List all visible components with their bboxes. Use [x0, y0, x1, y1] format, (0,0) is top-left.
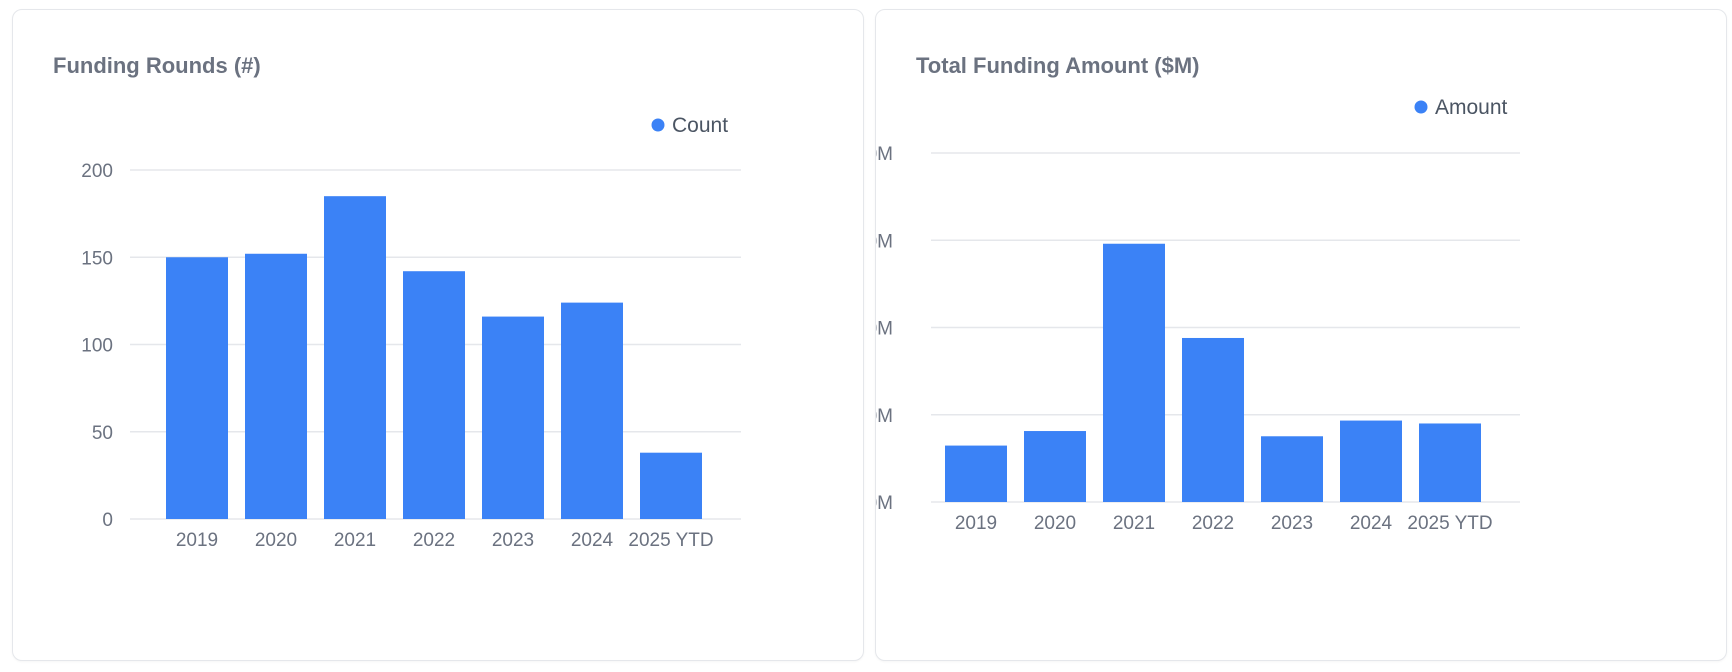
amount-bar-2025-ytd[interactable]	[1419, 423, 1481, 502]
amount-y-tick-label: $3,000M	[876, 319, 893, 340]
rounds-y-tick-label: 150	[81, 248, 113, 269]
rounds-bar-2022[interactable]	[403, 271, 465, 519]
rounds-x-tick-label: 2022	[413, 530, 455, 551]
amount-bar-2022[interactable]	[1182, 337, 1244, 502]
amount-legend-dot	[1414, 100, 1428, 114]
amount-legend-label[interactable]: Amount	[1435, 96, 1508, 119]
total-funding-chart: $0M $1,500M $3,000M $4,500M $6,000M 2019 2020 2…	[876, 96, 1520, 534]
amount-x-tick-label: 2021	[1113, 513, 1155, 534]
amount-y-tick-label: $1,500M	[876, 406, 893, 427]
rounds-x-tick-label: 2023	[492, 530, 534, 551]
total-funding-card: Total Funding Amount ($M) $0M $1,500M $3,0…	[875, 9, 1727, 661]
rounds-bar-2024[interactable]	[561, 302, 623, 519]
rounds-bar-2020[interactable]	[245, 253, 307, 519]
rounds-bar-2019[interactable]	[166, 257, 228, 519]
amount-y-tick-label: $0M	[876, 493, 893, 514]
amount-bar-2023[interactable]	[1261, 436, 1323, 502]
amount-y-tick-label: $4,500M	[876, 231, 893, 252]
amount-x-tick-label: 2019	[955, 513, 997, 534]
amount-x-tick-label: 2020	[1034, 513, 1076, 534]
rounds-x-tick-label: 2019	[176, 530, 218, 551]
rounds-x-tick-label: 2020	[255, 530, 297, 551]
amount-x-tick-label: 2024	[1350, 513, 1393, 534]
total-funding-title: Total Funding Amount ($M)	[916, 53, 1200, 78]
amount-bar-2024[interactable]	[1340, 420, 1402, 502]
amount-x-tick-label: 2022	[1192, 513, 1234, 534]
funding-rounds-card: Funding Rounds (#) 0 50 100 150 200 2019 2020 2…	[12, 9, 864, 661]
rounds-y-tick-label: 50	[92, 423, 113, 444]
amount-bar-2021[interactable]	[1103, 243, 1165, 503]
funding-rounds-title: Funding Rounds (#)	[53, 53, 261, 78]
rounds-bar-2023[interactable]	[482, 316, 544, 519]
rounds-y-tick-label: 100	[81, 336, 113, 357]
rounds-x-tick-label: 2021	[334, 530, 376, 551]
rounds-y-tick-label: 0	[102, 510, 113, 531]
rounds-bar-2021[interactable]	[324, 196, 386, 520]
rounds-x-tick-label: 2024	[571, 530, 614, 551]
rounds-bar-2025-ytd[interactable]	[640, 452, 702, 519]
amount-bar-2019[interactable]	[945, 445, 1007, 502]
amount-y-tick-label: $6,000M	[876, 144, 893, 165]
amount-x-tick-label: 2025 YTD	[1407, 513, 1492, 534]
rounds-x-tick-label: 2025 YTD	[628, 530, 713, 551]
rounds-legend-dot	[651, 118, 665, 132]
amount-bar-2020[interactable]	[1024, 431, 1086, 502]
rounds-y-tick-label: 200	[81, 161, 113, 182]
amount-x-tick-label: 2023	[1271, 513, 1313, 534]
funding-rounds-chart: 0 50 100 150 200 2019 2020 2021 2022 2023 2024 2025…	[81, 114, 741, 551]
rounds-legend-label[interactable]: Count	[672, 114, 728, 137]
